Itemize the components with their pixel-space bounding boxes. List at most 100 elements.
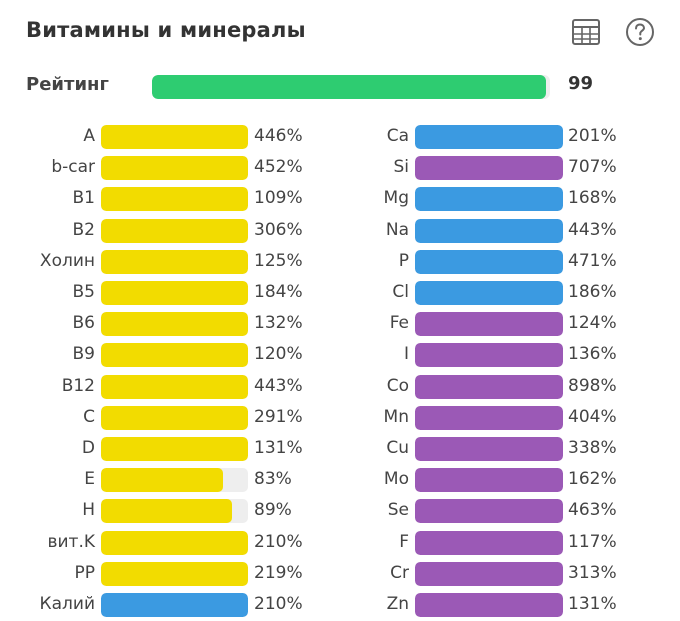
nutrient-bar	[101, 156, 248, 180]
nutrient-row: F 117%	[0, 527, 680, 558]
nutrient-bar	[415, 562, 563, 586]
nutrient-bar-track	[415, 593, 563, 617]
nutrient-row: D 131%	[0, 433, 680, 464]
nutrient-bar-track	[415, 187, 563, 211]
nutrient-label: C	[83, 407, 95, 427]
nutrient-percent: 132%	[254, 313, 303, 333]
nutrient-bar	[101, 219, 248, 243]
nutrient-label: B1	[72, 188, 95, 208]
nutrient-bar-track	[415, 531, 563, 555]
nutrient-label: H	[82, 500, 95, 520]
nutrient-percent: 83%	[254, 469, 292, 489]
nutrient-label: Zn	[386, 594, 409, 614]
nutrient-bar	[101, 406, 248, 430]
nutrient-row: E 83%	[0, 464, 680, 495]
nutrient-label: E	[84, 469, 95, 489]
nutrient-percent: 124%	[568, 313, 617, 333]
nutrient-percent: 210%	[254, 594, 303, 614]
nutrient-bar-track	[415, 343, 563, 367]
nutrient-percent: 404%	[568, 407, 617, 427]
nutrient-bar-track	[415, 250, 563, 274]
nutrient-bar-track	[101, 593, 248, 617]
nutrient-row: Cu 338%	[0, 433, 680, 464]
nutrient-percent: 120%	[254, 344, 303, 364]
nutrient-bar-track	[415, 281, 563, 305]
nutrient-bar-track	[415, 468, 563, 492]
nutrient-label: A	[83, 126, 95, 146]
nutrient-bar-track	[101, 437, 248, 461]
nutrient-label: b-car	[51, 157, 95, 177]
nutrient-percent: 446%	[254, 126, 303, 146]
nutrient-row: вит.K 210%	[0, 527, 680, 558]
nutrient-row: B9 120%	[0, 339, 680, 370]
nutrient-bar	[101, 375, 248, 399]
nutrient-label: Se	[387, 500, 409, 520]
nutrient-row: PP 219%	[0, 558, 680, 589]
nutrient-label: PP	[74, 563, 95, 583]
nutrient-label: Cu	[386, 438, 409, 458]
nutrient-bar-track	[415, 375, 563, 399]
nutrient-bar-track	[101, 406, 248, 430]
nutrient-percent: 89%	[254, 500, 292, 520]
nutrient-bar	[101, 343, 248, 367]
nutrient-bar	[101, 281, 248, 305]
nutrient-row: b-car 452%	[0, 152, 680, 183]
rating-label: Рейтинг	[26, 74, 109, 95]
rating-bar-fill	[152, 75, 547, 99]
table-icon	[572, 19, 600, 45]
nutrient-label: Si	[393, 157, 409, 177]
nutrient-bar	[101, 187, 248, 211]
nutrient-label: B9	[72, 344, 95, 364]
nutrient-bar	[415, 219, 563, 243]
nutrient-bar	[415, 437, 563, 461]
nutrient-percent: 136%	[568, 344, 617, 364]
nutrient-percent: 201%	[568, 126, 617, 146]
nutrient-percent: 125%	[254, 251, 303, 271]
nutrient-bar	[415, 250, 563, 274]
nutrient-label: Калий	[39, 594, 95, 614]
nutrient-bar-track	[101, 125, 248, 149]
nutrient-percent: 131%	[254, 438, 303, 458]
nutrient-bar	[415, 343, 563, 367]
nutrient-bar-track	[415, 562, 563, 586]
nutrient-percent: 463%	[568, 500, 617, 520]
nutrient-percent: 443%	[254, 376, 303, 396]
nutrient-percent: 291%	[254, 407, 303, 427]
nutrient-label: B12	[61, 376, 95, 396]
nutrient-percent: 898%	[568, 376, 617, 396]
nutrient-row: Cl 186%	[0, 277, 680, 308]
nutrient-bar-track	[415, 156, 563, 180]
nutrient-row: C 291%	[0, 402, 680, 433]
nutrient-label: Cr	[390, 563, 409, 583]
nutrient-row: B2 306%	[0, 215, 680, 246]
nutrient-bar	[101, 125, 248, 149]
nutrient-bar-track	[101, 375, 248, 399]
nutrient-label: Холин	[39, 251, 95, 271]
nutrient-percent: 471%	[568, 251, 617, 271]
nutrient-bar-track	[101, 468, 248, 492]
nutrient-label: Mg	[383, 188, 409, 208]
help-button[interactable]	[624, 16, 656, 48]
nutrient-row: Mg 168%	[0, 183, 680, 214]
nutrient-row: Si 707%	[0, 152, 680, 183]
nutrient-percent: 313%	[568, 563, 617, 583]
nutrient-bar	[415, 312, 563, 336]
nutrient-bar	[101, 593, 248, 617]
nutrient-bar-track	[415, 312, 563, 336]
nutrient-bar-track	[101, 250, 248, 274]
nutrient-bar	[415, 125, 563, 149]
nutrient-percent: 186%	[568, 282, 617, 302]
nutrient-bar-track	[101, 219, 248, 243]
nutrient-bar-track	[101, 281, 248, 305]
nutrient-label: Fe	[389, 313, 409, 333]
nutrient-bar-track	[415, 125, 563, 149]
nutrient-bar	[415, 406, 563, 430]
nutrient-bar-track	[101, 499, 248, 523]
nutrient-row: A 446%	[0, 121, 680, 152]
nutrient-bar	[415, 468, 563, 492]
nutrient-percent: 117%	[568, 532, 617, 552]
rating-value: 99	[568, 73, 594, 94]
nutrient-label: B5	[72, 282, 95, 302]
table-view-button[interactable]	[570, 16, 602, 48]
nutrient-percent: 452%	[254, 157, 303, 177]
